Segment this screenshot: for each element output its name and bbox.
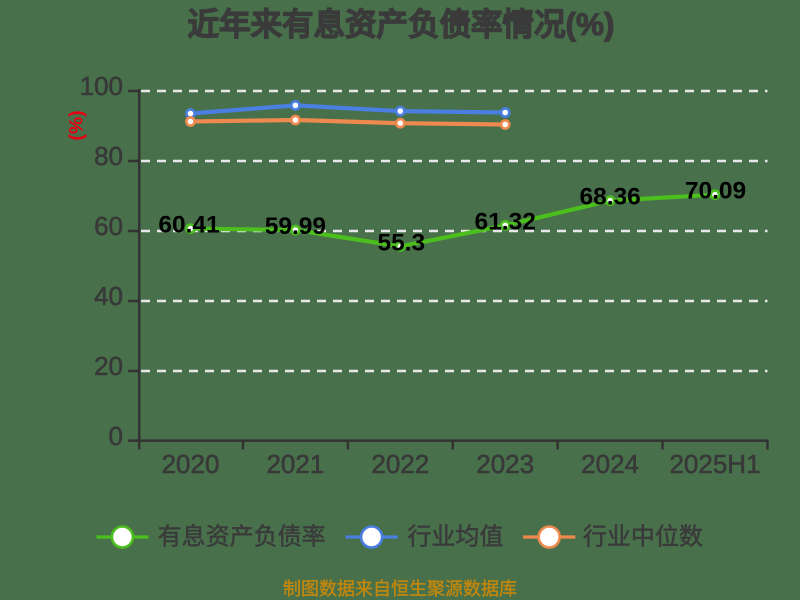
- svg-text:59.99: 59.99: [265, 213, 326, 240]
- svg-text:68.36: 68.36: [579, 184, 640, 211]
- svg-text:60: 60: [94, 211, 123, 241]
- svg-text:60.41: 60.41: [158, 212, 219, 239]
- svg-text:40: 40: [94, 281, 123, 311]
- svg-text:61.32: 61.32: [475, 208, 536, 235]
- svg-text:2024: 2024: [581, 449, 639, 479]
- svg-text:80: 80: [94, 141, 123, 171]
- svg-text:近年来有息资产负债率情况(%): 近年来有息资产负债率情况(%): [188, 6, 615, 42]
- svg-text:2021: 2021: [266, 449, 324, 479]
- svg-text:2022: 2022: [371, 449, 429, 479]
- svg-text:55.3: 55.3: [377, 229, 425, 256]
- svg-text:2023: 2023: [476, 449, 534, 479]
- svg-text:2020: 2020: [162, 449, 220, 479]
- svg-text:0: 0: [109, 421, 123, 451]
- svg-text:行业中位数: 行业中位数: [583, 524, 703, 551]
- svg-text:20: 20: [94, 351, 123, 381]
- svg-text:行业均值: 行业均值: [407, 524, 503, 551]
- svg-text:100: 100: [80, 71, 123, 101]
- svg-text:有息资产负债率: 有息资产负债率: [158, 524, 326, 551]
- svg-text:(%): (%): [66, 110, 88, 140]
- svg-text:2025H1: 2025H1: [669, 449, 760, 479]
- svg-text:70.09: 70.09: [685, 178, 746, 205]
- svg-text:制图数据来自恒生聚源数据库: 制图数据来自恒生聚源数据库: [283, 579, 517, 599]
